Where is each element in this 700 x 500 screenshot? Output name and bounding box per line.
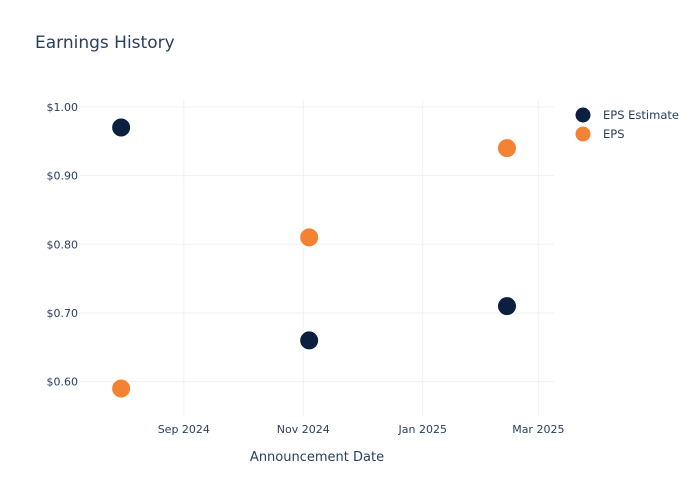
legend-marker [574,125,592,143]
data-points [111,117,517,399]
eps-point[interactable] [496,138,517,159]
legend-item-eps-estimate[interactable]: EPS Estimate [574,106,679,124]
x-tick-label: Jan 2025 [398,423,447,436]
eps-estimate-point[interactable] [496,296,517,317]
y-tick-label: $0.90 [47,170,79,183]
y-tick-label: $1.00 [47,101,79,114]
x-tick-label: Nov 2024 [277,423,330,436]
eps-estimate-point[interactable] [299,330,320,351]
legend-label: EPS [603,127,625,141]
eps-point[interactable] [111,378,132,399]
y-tick-label: $0.70 [47,307,79,320]
eps-estimate-point[interactable] [111,117,132,138]
legend-item-eps[interactable]: EPS [574,125,625,143]
grid-lines [80,100,554,416]
x-axis-title: Announcement Date [250,450,384,465]
x-tick-label: Sep 2024 [158,423,210,436]
y-tick-label: $0.80 [47,238,79,251]
y-tick-label: $0.60 [47,376,79,389]
legend-marker [574,106,592,124]
tick-labels: $0.60 $0.70 $0.80 $0.90 $1.00 Sep 2024 Nov 202… [47,101,565,436]
x-tick-label: Mar 2025 [512,423,564,436]
eps-point[interactable] [299,227,320,248]
legend[interactable]: EPS Estimate EPS [574,106,679,143]
legend-label: EPS Estimate [603,108,679,122]
chart-title: Earnings History [35,33,175,53]
